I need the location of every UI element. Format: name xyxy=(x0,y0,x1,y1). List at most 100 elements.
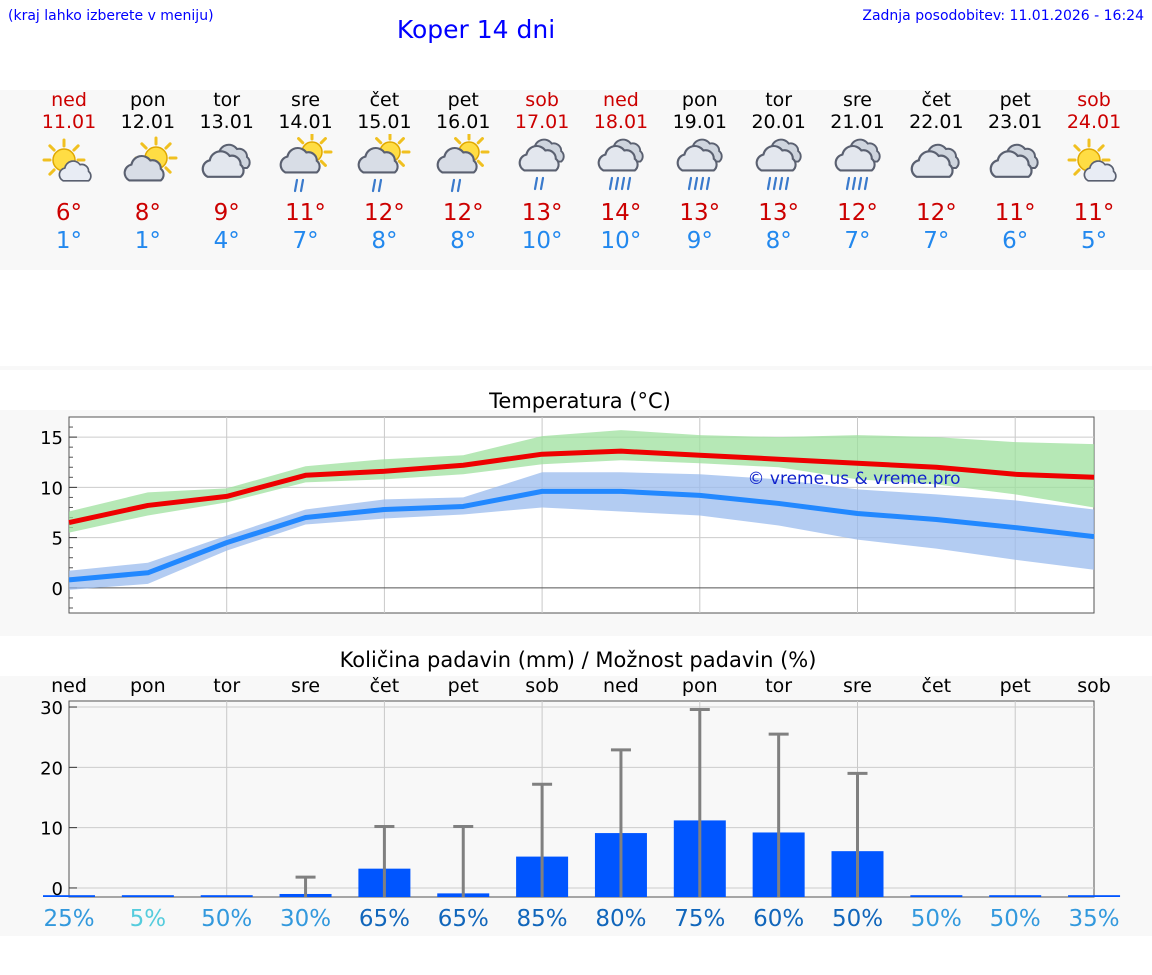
precipitation-bar xyxy=(43,895,95,897)
day-date: 23.01 xyxy=(987,111,1043,133)
day-date: 19.01 xyxy=(672,111,727,133)
day-axis-label: sob xyxy=(525,675,559,697)
precipitation-probability: 50% xyxy=(911,906,962,932)
day-column: tor 13.01 9° 4° xyxy=(187,89,267,255)
day-date: 21.01 xyxy=(830,111,885,133)
min-temp: 1° xyxy=(55,228,83,254)
day-date: 20.01 xyxy=(751,111,806,133)
day-date: 11.01 xyxy=(41,111,97,133)
divider xyxy=(0,366,1152,370)
day-name: tor xyxy=(765,89,793,111)
day-name: sob xyxy=(525,89,559,111)
precipitation-probability: 25% xyxy=(43,906,94,932)
precipitation-probability: 35% xyxy=(1068,906,1119,932)
max-temp: 13° xyxy=(521,200,563,226)
weather-icon xyxy=(108,133,188,199)
sun-cloud-rain-icon xyxy=(436,134,490,193)
weather-icon xyxy=(581,133,661,199)
weather-icon xyxy=(1054,133,1134,199)
day-name: ned xyxy=(51,89,87,111)
day-axis-label: tor xyxy=(765,675,792,697)
weather-icon xyxy=(818,133,898,199)
day-axis-label: pet xyxy=(448,675,479,697)
day-axis-label: sre xyxy=(843,675,872,697)
min-temp: 7° xyxy=(844,228,871,254)
y-tick-label: 10 xyxy=(40,819,63,840)
precipitation-probability: 50% xyxy=(990,906,1041,932)
precipitation-probability: 80% xyxy=(595,906,646,932)
weather-icon xyxy=(896,133,976,199)
min-temp: 8° xyxy=(765,228,792,254)
weather-icon xyxy=(975,133,1055,199)
max-temp: 11° xyxy=(994,200,1036,226)
day-column: čet 22.01 12° 7° xyxy=(896,89,976,255)
precipitation-bar xyxy=(989,895,1042,897)
cloudy-icon xyxy=(989,143,1039,178)
precipitation-probability: 5% xyxy=(130,906,167,932)
cloud-heavy-rain-icon xyxy=(597,138,644,191)
max-temp: 13° xyxy=(679,200,721,226)
min-temp: 8° xyxy=(371,228,398,254)
min-temp: 8° xyxy=(450,228,477,254)
max-temp: 13° xyxy=(758,200,800,226)
day-column: ned 11.01 6° 1° xyxy=(29,89,109,255)
cloud-heavy-rain-icon xyxy=(676,138,723,191)
y-tick-label: 20 xyxy=(40,758,63,779)
max-range-band xyxy=(69,430,1095,533)
precipitation-bar xyxy=(121,895,174,897)
day-name: sob xyxy=(1077,89,1111,111)
max-temp: 8° xyxy=(134,200,161,226)
day-column: sob 17.01 13° 10° xyxy=(502,89,582,255)
max-temp: 6° xyxy=(55,200,83,226)
precipitation-bar xyxy=(200,895,253,897)
precipitation-probability: 65% xyxy=(359,906,410,932)
day-name: sre xyxy=(843,89,872,111)
precipitation-chart-title: Količina padavin (mm) / Možnost padavin … xyxy=(340,648,817,672)
watermark: © vreme.us & vreme.pro xyxy=(747,469,960,489)
day-column: pet 16.01 12° 8° xyxy=(423,89,503,255)
max-temp: 12° xyxy=(442,200,484,226)
min-temp: 7° xyxy=(923,228,950,254)
cloud-heavy-rain-icon xyxy=(755,138,802,191)
day-column: čet 15.01 12° 8° xyxy=(344,89,424,255)
day-date: 18.01 xyxy=(593,111,649,133)
min-temp: 9° xyxy=(686,228,713,254)
min-temp: 6° xyxy=(1002,228,1029,254)
day-name: ned xyxy=(603,89,639,111)
sun-cloud-rain-icon xyxy=(279,134,333,193)
precipitation-probability: 30% xyxy=(280,906,331,932)
cloud-heavy-rain-icon xyxy=(834,138,881,191)
max-temperature-line xyxy=(68,448,1095,525)
precipitation-probability: 60% xyxy=(753,906,804,932)
day-column: sre 21.01 12° 7° xyxy=(818,89,898,255)
sun-cloud-rain-icon xyxy=(358,134,411,193)
weather-icon xyxy=(423,133,503,199)
day-axis-label: sob xyxy=(1077,675,1111,697)
y-tick-label: 5 xyxy=(52,529,63,550)
day-date: 24.01 xyxy=(1066,111,1122,133)
precipitation-bar xyxy=(910,895,963,897)
min-temp: 10° xyxy=(521,228,563,254)
day-date: 13.01 xyxy=(199,111,254,133)
y-tick-label: 0 xyxy=(52,579,63,600)
min-temperature-line xyxy=(68,488,1095,583)
day-column: pon 19.01 13° 9° xyxy=(660,89,740,255)
day-name: pet xyxy=(447,89,479,111)
cloudy-icon xyxy=(910,143,961,178)
day-name: pon xyxy=(681,89,718,111)
day-axis-label: ned xyxy=(603,675,639,697)
min-temp: 4° xyxy=(213,228,240,254)
partly-cloudy-sun-icon xyxy=(1067,138,1117,182)
day-axis-label: čet xyxy=(370,675,400,697)
y-tick-label: 10 xyxy=(40,478,63,499)
day-name: tor xyxy=(213,89,241,111)
day-date: 12.01 xyxy=(120,111,176,133)
max-temp: 12° xyxy=(915,200,957,226)
max-temp: 11° xyxy=(285,200,326,226)
day-axis-label: čet xyxy=(922,675,952,697)
max-temp: 12° xyxy=(837,200,878,226)
min-temp: 7° xyxy=(292,228,319,254)
day-axis-label: ned xyxy=(51,675,87,697)
min-temp: 1° xyxy=(134,228,161,254)
precipitation-probability: 50% xyxy=(201,906,252,932)
